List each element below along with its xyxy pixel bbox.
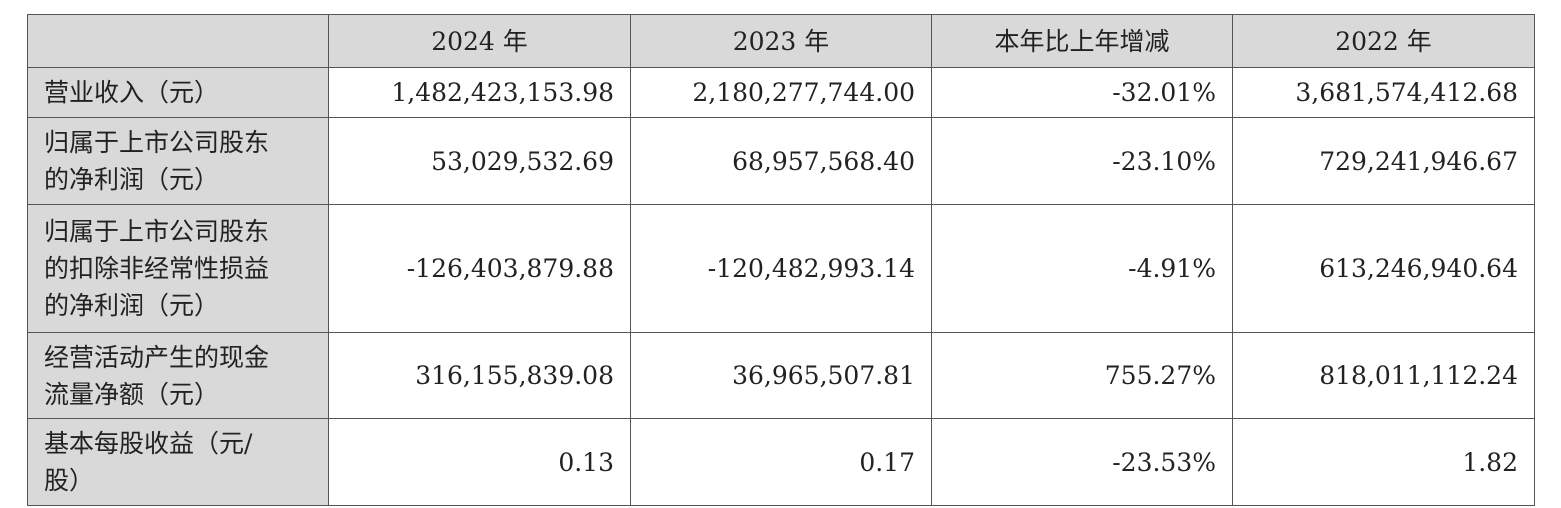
value-cell: 0.13 xyxy=(328,418,631,506)
value-cell: 3,681,574,412.68 xyxy=(1232,67,1535,118)
label-line: 的扣除非经常性损益 xyxy=(44,254,270,283)
value-cell: 818,011,112.24 xyxy=(1232,332,1535,419)
value-cell: 613,246,940.64 xyxy=(1232,204,1535,333)
value-cell: 1,482,423,153.98 xyxy=(328,67,631,118)
row-label: 归属于上市公司股东 的扣除非经常性损益 的净利润（元） xyxy=(27,204,329,333)
value-cell: -4.91% xyxy=(931,204,1233,333)
value-cell: 53,029,532.69 xyxy=(328,117,631,205)
table-row: 经营活动产生的现金 流量净额（元） 316,155,839.08 36,965,507… xyxy=(27,332,1535,419)
value-cell: 1.82 xyxy=(1232,418,1535,506)
label-line: 基本每股收益（元/ xyxy=(44,429,253,458)
table-row: 归属于上市公司股东 的扣除非经常性损益 的净利润（元） -126,403,879.88… xyxy=(27,204,1535,333)
value-cell: -120,482,993.14 xyxy=(630,204,932,333)
header-row: 2024 年 2023 年本年比上年增减 2022 年 xyxy=(27,14,1535,68)
label-line: 归属于上市公司股东 xyxy=(44,128,270,157)
label-line: 流量净额（元） xyxy=(44,379,220,409)
value-cell: 755.27% xyxy=(931,332,1233,419)
financial-table: 2024 年 2023 年本年比上年增减 2022 年 营业收入（元） 1,482,4… xyxy=(27,14,1535,506)
column-header: 本年比上年增减 xyxy=(931,14,1233,68)
column-header: 2024 年 xyxy=(328,14,631,68)
table-body: 营业收入（元） 1,482,423,153.98 2,180,277,744.00-… xyxy=(27,67,1535,506)
value-cell: 36,965,507.81 xyxy=(630,332,932,419)
row-label: 基本每股收益（元/股） xyxy=(27,418,329,506)
label-line: 营业收入（元） xyxy=(44,78,220,107)
value-cell: 729,241,946.67 xyxy=(1232,117,1535,205)
label-line: 股） xyxy=(44,466,95,495)
value-cell: -126,403,879.88 xyxy=(328,204,631,333)
value-cell: 316,155,839.08 xyxy=(328,332,631,419)
row-label: 归属于上市公司股东 的净利润（元） xyxy=(27,117,329,205)
table-row: 基本每股收益（元/股） 0.13 0.17 -23.53% 1.82 xyxy=(27,418,1535,506)
label-line: 归属于上市公司股东 xyxy=(44,217,270,246)
value-cell: 0.17 xyxy=(630,418,932,506)
table-row: 营业收入（元） 1,482,423,153.98 2,180,277,744.00-… xyxy=(27,67,1535,118)
value-cell: 2,180,277,744.00 xyxy=(630,67,932,118)
column-header: 2022 年 xyxy=(1232,14,1535,68)
value-cell: -23.53% xyxy=(931,418,1233,506)
label-line: 的净利润（元） xyxy=(44,165,220,194)
column-header: 2023 年 xyxy=(630,14,932,68)
value-cell: -23.10% xyxy=(931,117,1233,205)
label-line: 的净利润（元） xyxy=(44,291,220,320)
table-row: 归属于上市公司股东 的净利润（元） 53,029,532.69 68,957,568.… xyxy=(27,117,1535,205)
corner-cell xyxy=(27,14,329,68)
value-cell: 68,957,568.40 xyxy=(630,117,932,205)
value-cell: -32.01% xyxy=(931,67,1233,118)
row-label: 经营活动产生的现金 流量净额（元） xyxy=(27,332,329,419)
row-label: 营业收入（元） xyxy=(27,67,329,118)
label-line: 经营活动产生的现金 xyxy=(44,342,270,372)
